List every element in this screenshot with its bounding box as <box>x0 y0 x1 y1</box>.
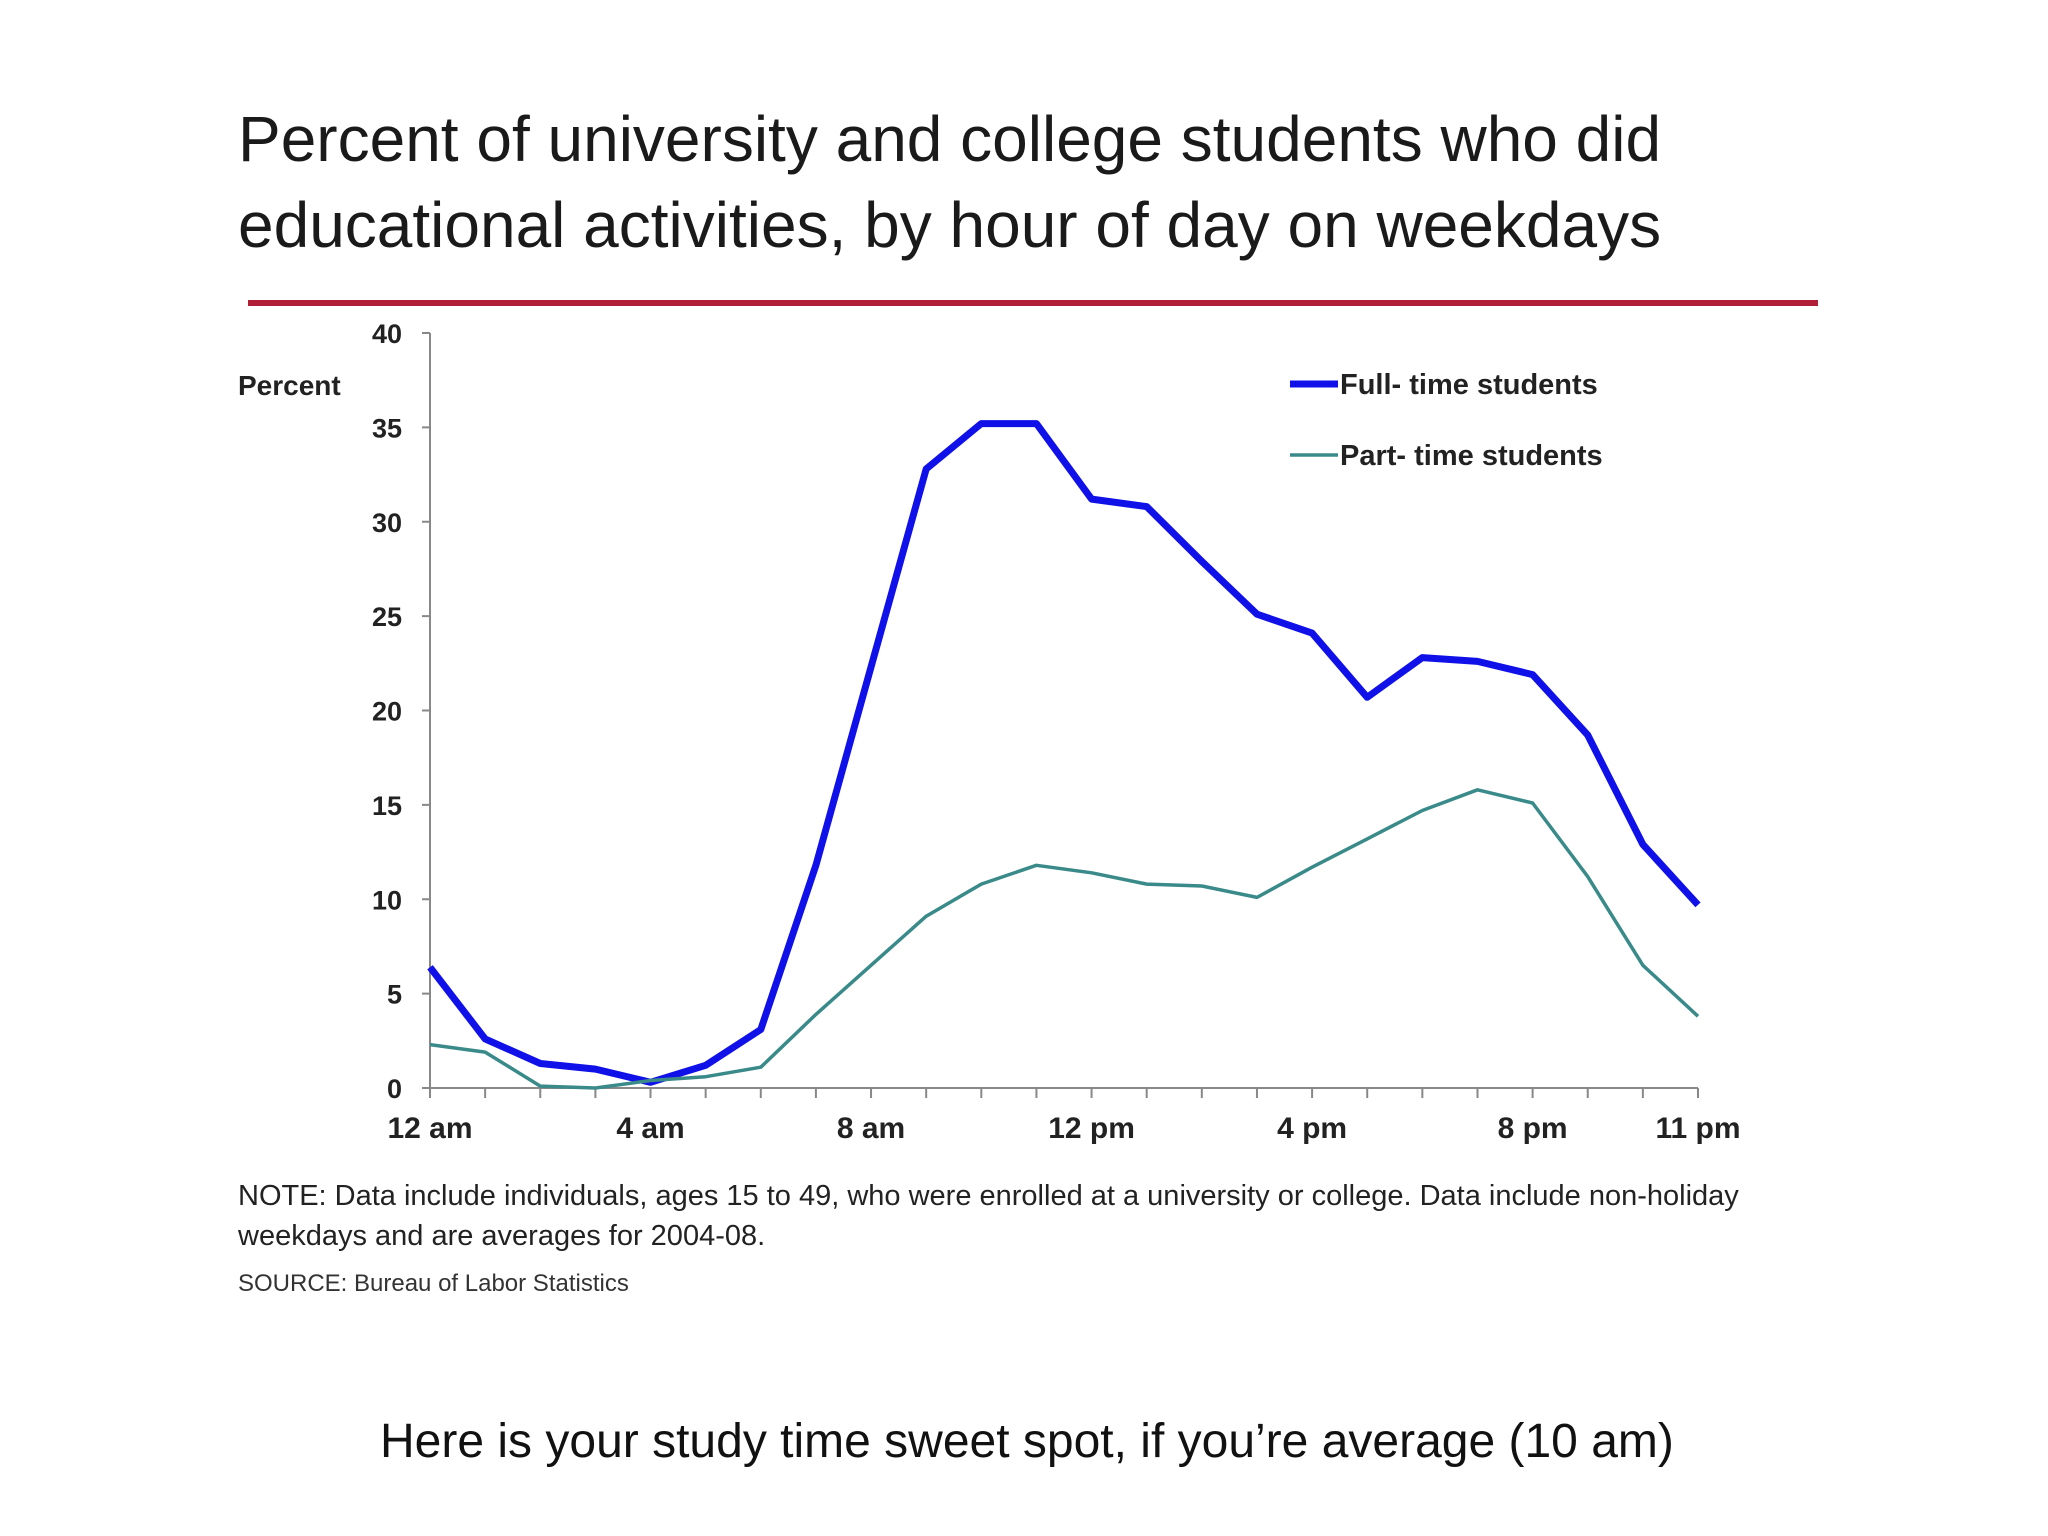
y-axis-title: Percent <box>238 370 341 401</box>
x-tick-label: 12 pm <box>1048 1112 1135 1145</box>
x-tick-label: 8 pm <box>1498 1112 1568 1145</box>
x-tick-label: 8 am <box>837 1112 905 1145</box>
y-tick-label: 30 <box>372 508 402 538</box>
y-tick-label: 40 <box>372 319 402 349</box>
x-tick-label: 11 pm <box>1655 1112 1740 1145</box>
series-line-full-time <box>427 420 1701 1086</box>
series-line-part-time <box>429 788 1700 1090</box>
slide-caption: Here is your study time sweet spot, if y… <box>380 1415 1674 1468</box>
y-axis-ticks: 0 5 10 15 20 25 30 35 40 <box>372 319 430 1104</box>
chart-note: NOTE: Data include individuals, ages 15 … <box>238 1180 1739 1252</box>
slide-title: Percent of university and college studen… <box>238 103 1662 261</box>
x-tick-label: 4 am <box>616 1112 684 1145</box>
y-tick-label: 5 <box>387 980 402 1010</box>
y-tick-label: 10 <box>372 885 402 915</box>
legend-label-full-time: Full- time students <box>1340 369 1598 401</box>
y-tick-label: 25 <box>372 602 402 632</box>
y-tick-label: 15 <box>372 791 402 821</box>
series-lines <box>427 420 1701 1090</box>
x-tick-label: 4 pm <box>1277 1112 1347 1145</box>
legend: Full- time students Part- time students <box>1290 369 1603 472</box>
title-divider <box>248 300 1818 306</box>
y-tick-label: 0 <box>387 1074 402 1104</box>
x-tick-label: 12 am <box>387 1112 472 1145</box>
chart-source: SOURCE: Bureau of Labor Statistics <box>238 1270 629 1297</box>
y-tick-label: 20 <box>372 697 402 727</box>
y-tick-label: 35 <box>372 413 402 443</box>
x-axis-ticks: 12 am 4 am 8 am 12 pm 4 pm 8 pm 11 pm <box>387 1088 1741 1145</box>
legend-label-part-time: Part- time students <box>1340 440 1603 472</box>
